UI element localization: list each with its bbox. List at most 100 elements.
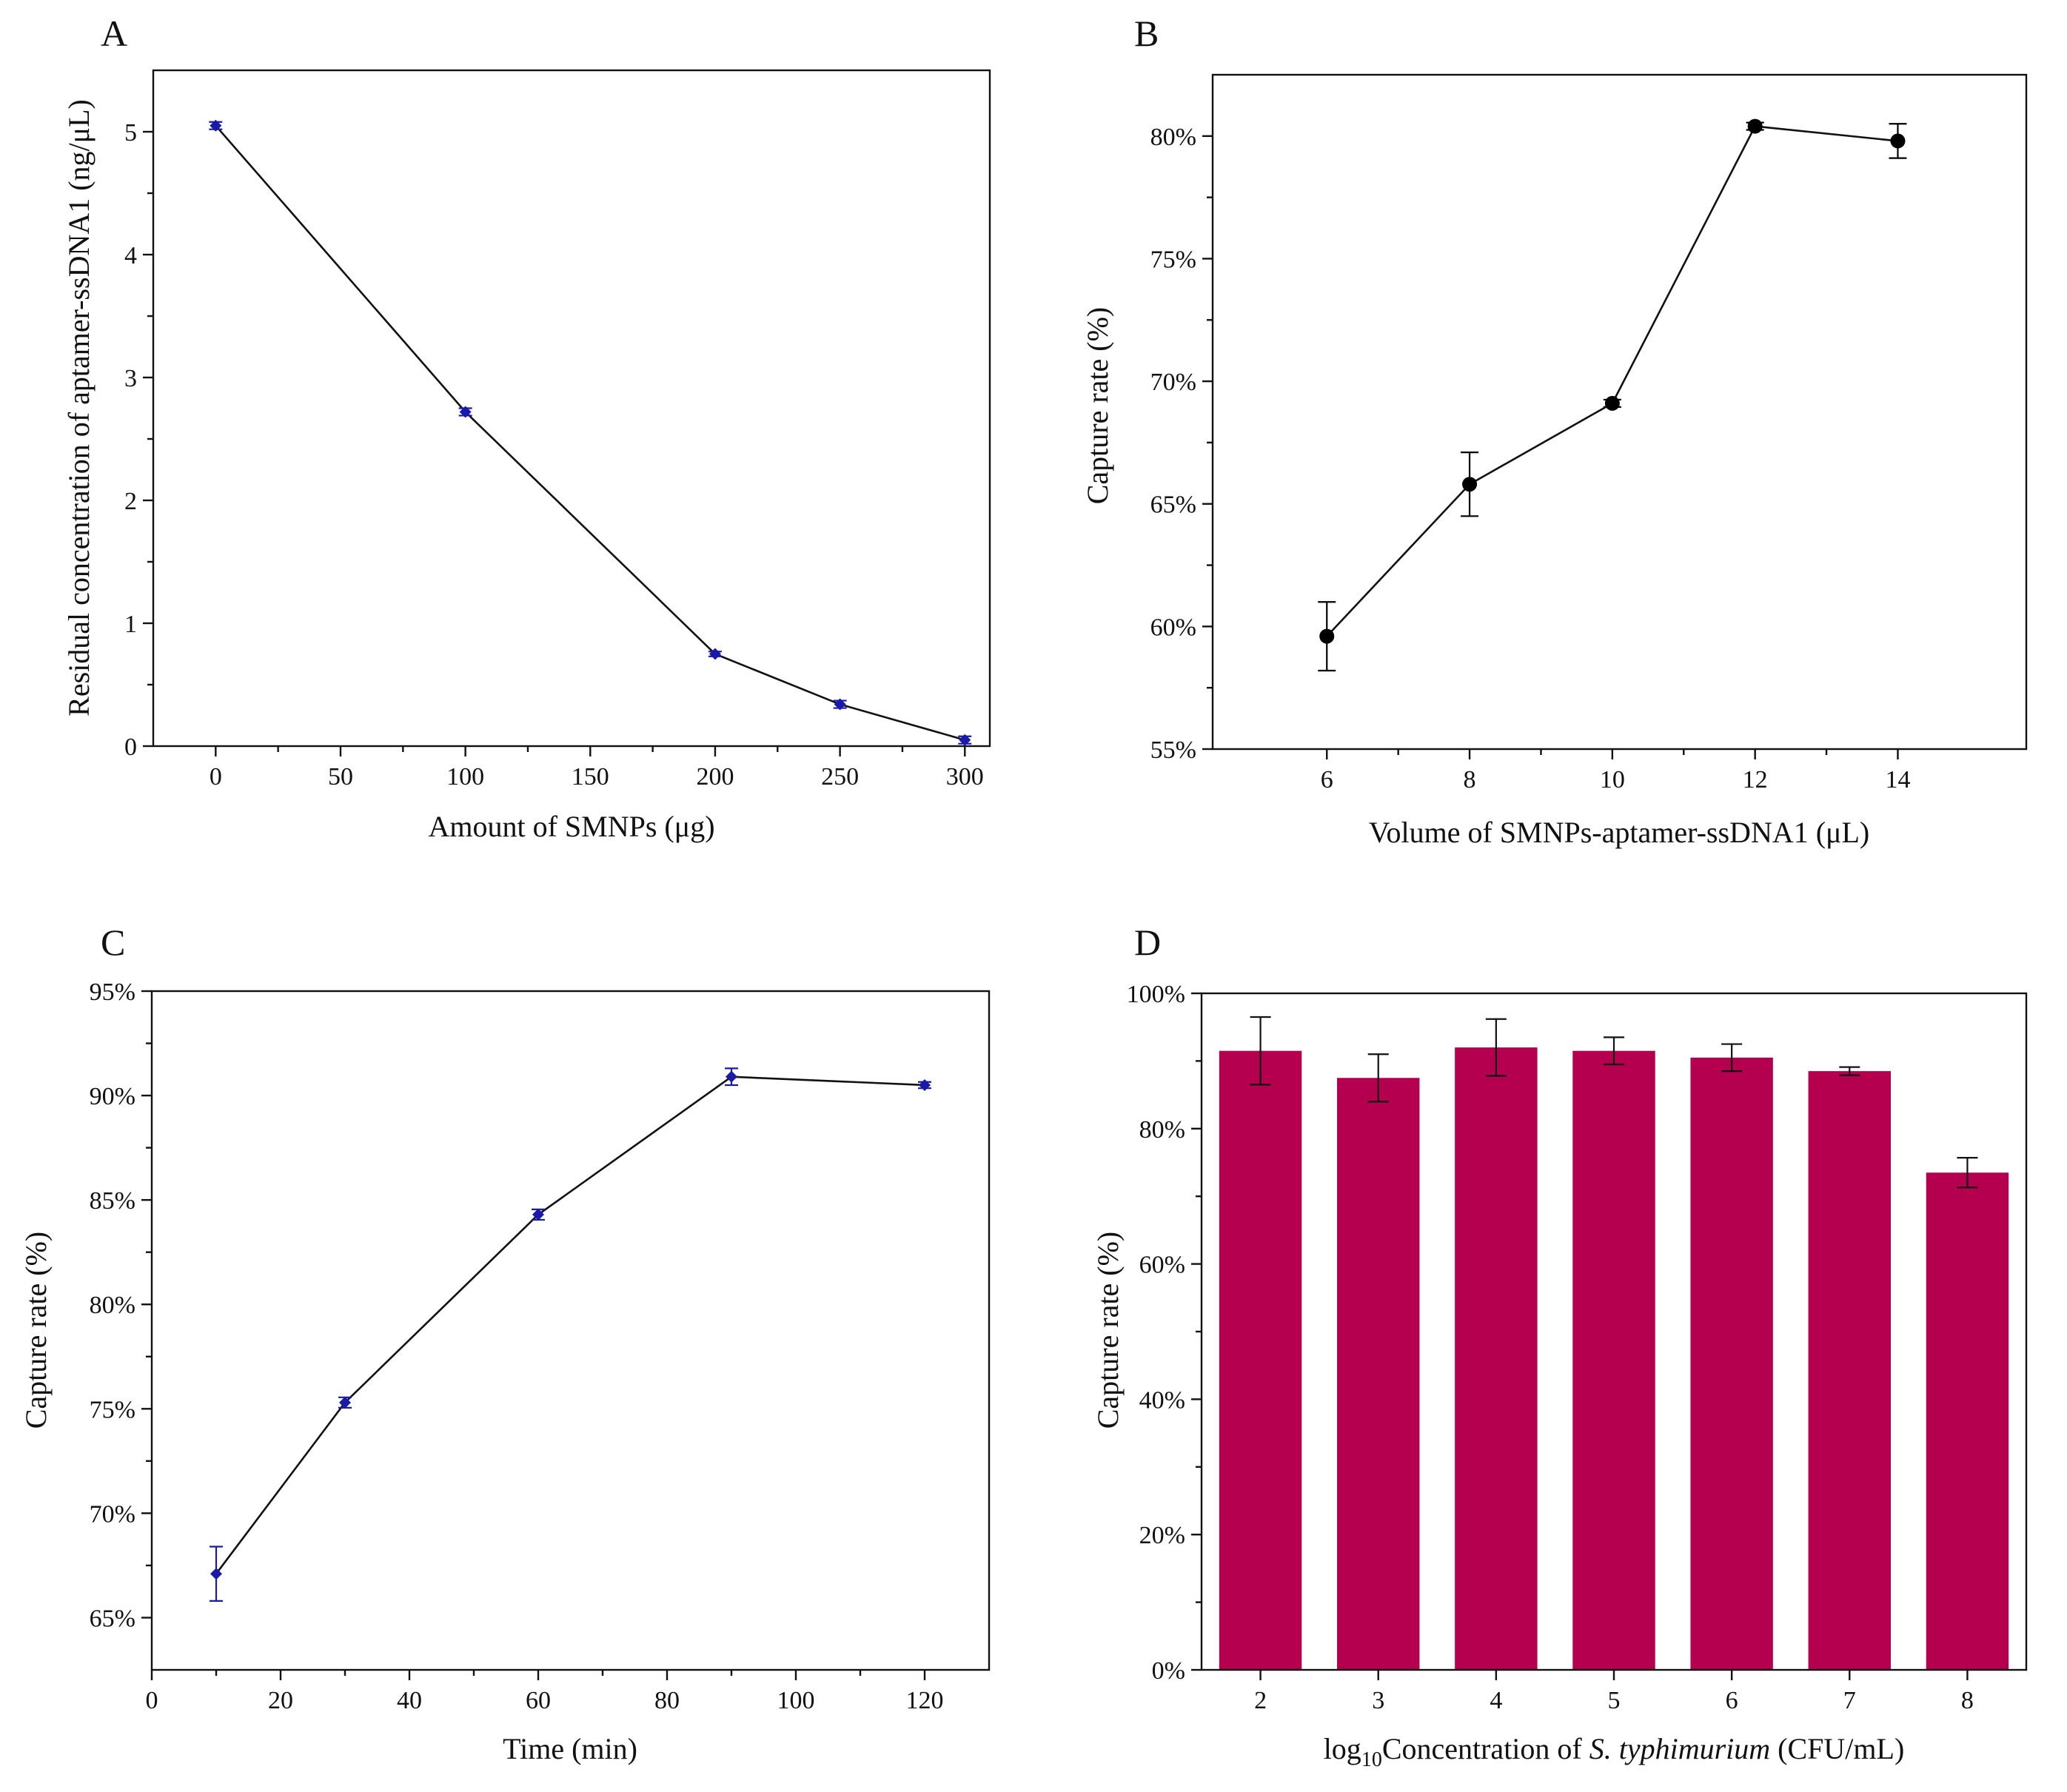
c-ytick-label: 95%	[90, 979, 135, 1006]
c-xtick-label: 120	[906, 1687, 944, 1714]
panel-a-marks	[209, 119, 972, 746]
c-series-line	[215, 1075, 925, 1574]
d-bar	[1337, 1078, 1420, 1670]
panel-letter-c: C	[101, 922, 125, 963]
a-data-point	[210, 119, 222, 132]
c-data-point	[210, 1568, 222, 1580]
panel-d-axes: 0% 20% 40% 60% 80% 100% 2 3 4 5 6 7 8	[1127, 981, 1974, 1714]
panel-d-marks	[1219, 1016, 2009, 1670]
d-xtick-label: 4	[1490, 1687, 1502, 1714]
a-ytick-label: 2	[124, 488, 137, 515]
panel-d-xlabel-main: Concentration of	[1382, 1732, 1589, 1765]
d-ytick-label: 80%	[1139, 1116, 1185, 1144]
panel-d-ylabel: Capture rate (%)	[1091, 1232, 1125, 1429]
c-data-point	[726, 1070, 737, 1083]
a-ytick-label: 1	[124, 611, 137, 638]
b-xtick-label: 14	[1885, 766, 1910, 793]
d-bar	[1572, 1050, 1655, 1670]
c-xtick-label: 80	[654, 1687, 680, 1714]
c-ytick-label: 70%	[90, 1500, 135, 1528]
panel-c-frame	[150, 990, 991, 1671]
c-data-point	[532, 1208, 544, 1221]
d-xtick-label: 5	[1608, 1687, 1621, 1714]
panel-b-xlabel: Volume of SMNPs-aptamer-ssDNA1 (μL)	[1369, 816, 1870, 849]
c-xtick-label: 100	[777, 1687, 815, 1714]
d-bar	[1926, 1172, 2009, 1670]
b-ytick-label: 60%	[1150, 614, 1196, 641]
d-ytick-label: 100%	[1127, 981, 1185, 1008]
c-ytick-label: 65%	[90, 1605, 135, 1632]
c-xtick-label: 40	[397, 1687, 422, 1714]
panel-letter-d: D	[1134, 922, 1161, 963]
panel-a-xlabel: Amount of SMNPs (μg)	[428, 810, 714, 843]
a-xtick-label: 100	[446, 763, 484, 791]
b-ytick-label: 65%	[1150, 491, 1196, 519]
b-xtick-label: 8	[1464, 766, 1476, 793]
d-bar	[1690, 1057, 1773, 1670]
c-ytick-label: 90%	[90, 1083, 135, 1110]
panel-a-ylabel: Residual concentration of aptamer-ssDNA1…	[62, 99, 96, 717]
a-xtick-label: 200	[696, 763, 734, 791]
panel-d-xlabel-sub: 10	[1361, 1748, 1382, 1771]
a-data-point	[959, 734, 971, 746]
panel-letter-a: A	[101, 13, 127, 54]
b-xtick-label: 10	[1600, 766, 1625, 793]
d-bar	[1808, 1071, 1891, 1670]
d-xtick-label: 2	[1254, 1687, 1267, 1714]
a-ytick-label: 0	[124, 734, 137, 761]
panel-d-xlabel-suffix: (CFU/mL)	[1770, 1732, 1904, 1765]
d-xtick-label: 3	[1372, 1687, 1384, 1714]
d-xtick-label: 8	[1961, 1687, 1974, 1714]
panel-d-xlabel-log: log	[1324, 1732, 1361, 1765]
panel-c-marks	[210, 1067, 931, 1602]
b-data-point	[1890, 133, 1906, 149]
b-series-line	[1326, 125, 1898, 637]
panel-c-axes: 0 20 40 60 80 100 120 65% 70% 75% 80% 85% 90% 95%	[90, 979, 944, 1714]
b-data-point	[1604, 395, 1620, 411]
panel-d-xlabel-italic: S. typhimurium	[1589, 1732, 1770, 1765]
c-data-point	[919, 1078, 931, 1091]
b-ytick-label: 55%	[1150, 736, 1196, 764]
panel-a-axes: 0 50 100 150 200 250 300 0 1 2 3 4 5	[124, 119, 984, 791]
c-xtick-label: 20	[268, 1687, 293, 1714]
b-ytick-label: 75%	[1150, 246, 1196, 273]
c-ytick-label: 85%	[90, 1187, 135, 1215]
b-ytick-label: 70%	[1150, 369, 1196, 396]
a-ytick-label: 4	[124, 242, 137, 269]
a-series-line	[215, 124, 965, 741]
panel-b-ylabel: Capture rate (%)	[1081, 307, 1114, 505]
panel-c-xlabel: Time (min)	[503, 1732, 637, 1765]
a-data-point	[708, 648, 721, 660]
panel-a: A 0 50 100 150 200 250 300 0 1 2 3 4 5 Amount of SMN…	[62, 13, 991, 843]
d-ytick-label: 20%	[1139, 1522, 1185, 1549]
a-data-point	[834, 698, 846, 711]
b-data-point	[1747, 118, 1763, 134]
d-xtick-label: 7	[1843, 1687, 1856, 1714]
c-xtick-label: 0	[146, 1687, 158, 1714]
panel-c: C 0 20 40 60 80 100 120 65% 70% 75% 80% 85% 90% 95% T…	[19, 922, 991, 1765]
d-ytick-label: 0%	[1152, 1657, 1185, 1685]
c-data-point	[339, 1396, 351, 1409]
b-data-point	[1319, 628, 1335, 644]
d-xtick-label: 6	[1726, 1687, 1738, 1714]
d-bar	[1219, 1050, 1302, 1670]
panel-b-marks	[1318, 118, 1907, 672]
panel-b-axes: 6 8 10 12 14 55% 60% 65% 70% 75% 80%	[1150, 124, 1911, 793]
a-xtick-label: 50	[328, 763, 353, 791]
b-xtick-label: 6	[1321, 766, 1333, 793]
a-xtick-label: 0	[210, 763, 222, 791]
a-xtick-label: 150	[572, 763, 609, 791]
panel-d-frame	[1200, 992, 2028, 1671]
b-xtick-label: 12	[1743, 766, 1768, 793]
d-ytick-label: 40%	[1139, 1386, 1185, 1414]
a-data-point	[459, 406, 472, 418]
b-data-point	[1462, 477, 1478, 492]
a-ytick-label: 3	[124, 365, 137, 392]
panel-d: D 0% 20% 40% 60% 80% 100% 2 3 4 5 6 7 8 log10Concent…	[1091, 922, 2028, 1771]
panel-b-frame	[1211, 73, 2028, 751]
panel-d-xlabel: log10Concentration of S. typhimurium (CF…	[1324, 1732, 1905, 1771]
panel-b: B 6 8 10 12 14 55% 60% 65% 70% 75% 80% Volume of S…	[1081, 13, 2028, 849]
d-bar	[1455, 1047, 1538, 1670]
b-ytick-label: 80%	[1150, 124, 1196, 151]
